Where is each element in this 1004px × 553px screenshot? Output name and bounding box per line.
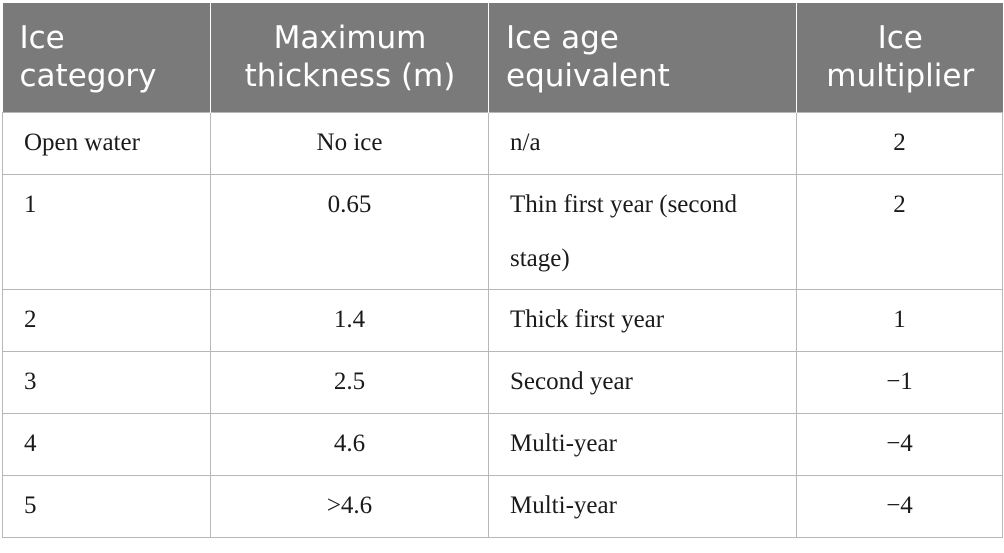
cell-ice-multiplier: 2	[796, 111, 1003, 175]
table-row: Open water No ice n/a 2	[2, 111, 1003, 175]
cell-ice-age: Multi-year	[488, 412, 797, 476]
cell-ice-age: Thin first year (second stage)	[488, 173, 797, 290]
table-row: 1 0.65 Thin first year (second stage) 2	[2, 173, 1003, 290]
cell-ice-multiplier: −4	[796, 412, 1003, 476]
cell-ice-age: Thick first year	[488, 288, 797, 352]
ice-category-table: Ice category Maximum thickness (m) Ice a…	[2, 3, 1003, 538]
table-row: 2 1.4 Thick first year 1	[2, 288, 1003, 352]
cell-max-thickness: 4.6	[210, 412, 489, 476]
header-maximum-thickness: Maximum thickness (m)	[210, 3, 489, 112]
cell-max-thickness: 0.65	[210, 173, 489, 290]
header-ice-category: Ice category	[2, 3, 211, 112]
cell-ice-multiplier: 1	[796, 288, 1003, 352]
cell-ice-category: Open water	[2, 111, 211, 175]
header-row: Ice category Maximum thickness (m) Ice a…	[2, 3, 1003, 112]
cell-ice-category: 2	[2, 288, 211, 352]
cell-ice-multiplier: −1	[796, 350, 1003, 414]
cell-ice-age: Second year	[488, 350, 797, 414]
cell-ice-age: n/a	[488, 111, 797, 175]
cell-ice-multiplier: 2	[796, 173, 1003, 290]
cell-ice-multiplier: −4	[796, 474, 1003, 538]
table-body: Open water No ice n/a 2 1 0.65 Thin firs…	[2, 111, 1003, 538]
cell-max-thickness: >4.6	[210, 474, 489, 538]
cell-ice-category: 5	[2, 474, 211, 538]
cell-max-thickness: 2.5	[210, 350, 489, 414]
cell-ice-category: 4	[2, 412, 211, 476]
header-ice-multiplier: Ice multiplier	[796, 3, 1003, 112]
cell-ice-category: 3	[2, 350, 211, 414]
cell-ice-age: Multi-year	[488, 474, 797, 538]
header-ice-age-equivalent: Ice age equivalent	[488, 3, 797, 112]
table-row: 5 >4.6 Multi-year −4	[2, 474, 1003, 538]
cell-max-thickness: No ice	[210, 111, 489, 175]
table-row: 4 4.6 Multi-year −4	[2, 412, 1003, 476]
table-row: 3 2.5 Second year −1	[2, 350, 1003, 414]
cell-ice-category: 1	[2, 173, 211, 290]
table-header: Ice category Maximum thickness (m) Ice a…	[2, 3, 1003, 112]
cell-max-thickness: 1.4	[210, 288, 489, 352]
